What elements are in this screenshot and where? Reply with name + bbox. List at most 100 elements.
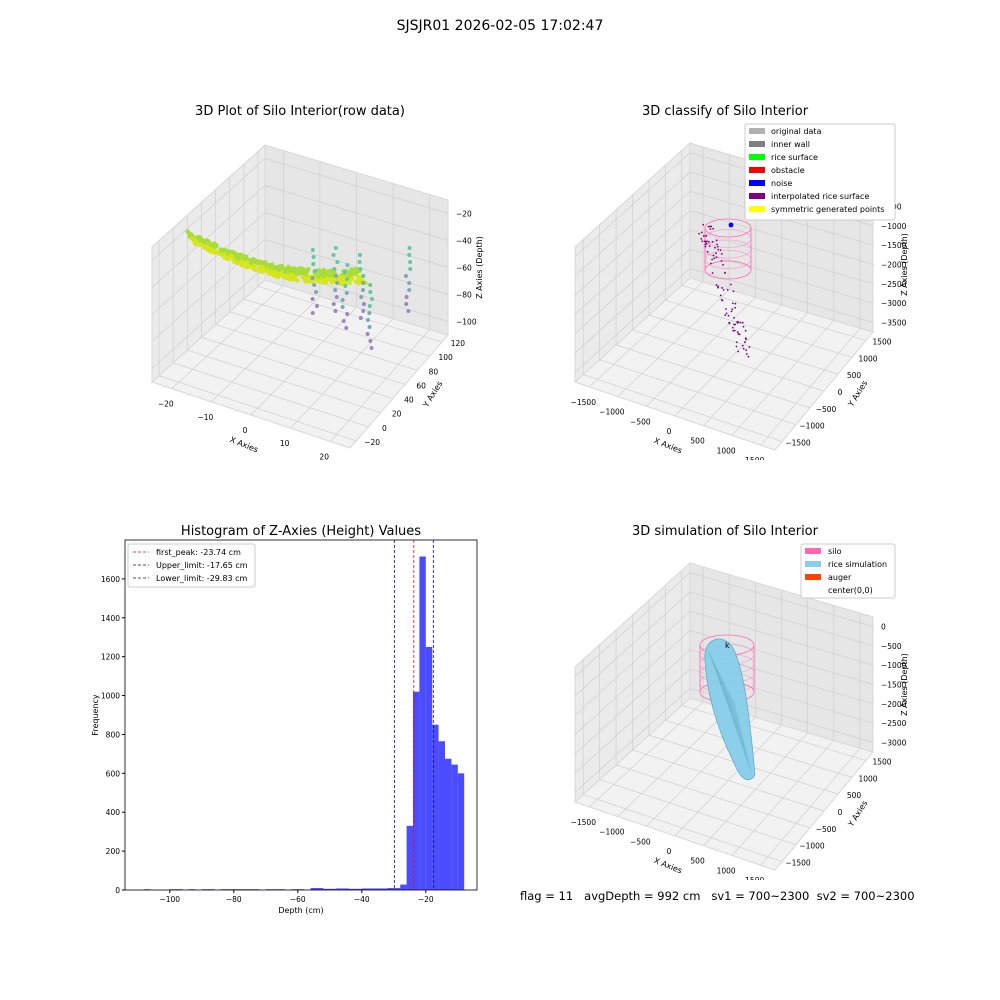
data-point bbox=[345, 263, 350, 267]
y-tick-label: 600 bbox=[106, 769, 121, 778]
data-point bbox=[334, 295, 339, 299]
interpolated-point bbox=[717, 286, 719, 289]
data-point bbox=[343, 284, 348, 288]
interpolated-point bbox=[728, 321, 731, 324]
data-point bbox=[310, 297, 315, 301]
legend-label: center(0,0) bbox=[828, 586, 873, 595]
data-point bbox=[310, 248, 315, 252]
x-tick-label: −1500 bbox=[571, 818, 597, 827]
y-tick-label: 1000 bbox=[101, 692, 120, 701]
histogram-bar bbox=[432, 724, 439, 890]
z-axis-label: Z Axies (Depth) bbox=[900, 233, 909, 296]
x-tick-label: −10 bbox=[197, 413, 213, 422]
interpolated-point bbox=[724, 314, 727, 317]
data-point bbox=[406, 309, 411, 313]
data-point bbox=[312, 283, 317, 287]
histogram-bar bbox=[368, 888, 375, 890]
interpolated-point bbox=[738, 333, 741, 336]
x-tick-label: 20 bbox=[319, 452, 329, 460]
footer-flag: flag = 11 bbox=[520, 889, 574, 903]
interpolated-point bbox=[717, 285, 720, 288]
z-tick-label: −1000 bbox=[881, 222, 907, 231]
interpolated-point bbox=[715, 252, 717, 255]
data-point bbox=[220, 248, 225, 253]
data-point bbox=[331, 278, 337, 283]
x-tick-label: −20 bbox=[418, 895, 434, 904]
z-tick-label: −3000 bbox=[881, 299, 907, 308]
interpolated-point bbox=[745, 349, 748, 352]
grid-lines bbox=[574, 566, 874, 866]
x-tick-label: 500 bbox=[690, 437, 705, 446]
data-point bbox=[408, 260, 413, 264]
z-tick-label: 0 bbox=[881, 623, 886, 632]
interpolated-point bbox=[706, 250, 709, 253]
y-tick-label: 1200 bbox=[101, 653, 120, 662]
data-point bbox=[311, 255, 316, 259]
y-tick-label: −1500 bbox=[785, 439, 811, 448]
legend-label: auger bbox=[828, 573, 852, 582]
histogram-bar bbox=[406, 825, 413, 890]
legend-swatch bbox=[749, 180, 765, 186]
grid-lines bbox=[574, 146, 874, 446]
x-tick-label: 0 bbox=[667, 427, 672, 436]
interpolated-point bbox=[734, 302, 737, 305]
legend-swatch bbox=[749, 141, 765, 147]
data-point bbox=[351, 267, 357, 272]
interpolated-point bbox=[733, 329, 736, 332]
y-tick-label: −1000 bbox=[799, 422, 825, 431]
interpolated-point bbox=[709, 228, 712, 230]
interpolated-point bbox=[698, 232, 700, 235]
data-point bbox=[235, 252, 240, 258]
y-tick-label: 0 bbox=[382, 424, 387, 433]
x-tick-label: 500 bbox=[690, 857, 705, 866]
data-point bbox=[335, 281, 340, 285]
x-tick-label: 0 bbox=[243, 426, 248, 435]
interpolated-point bbox=[737, 320, 740, 323]
data-point bbox=[368, 339, 373, 343]
z-tick-label: −3000 bbox=[881, 738, 907, 747]
z-tick-label: −1500 bbox=[881, 241, 907, 250]
data-point bbox=[292, 277, 297, 282]
interpolated-point bbox=[700, 237, 703, 240]
interpolated-point bbox=[704, 241, 707, 243]
y-axis-label: Y Axies bbox=[846, 379, 870, 409]
legend-label: Lower_limit: -29.83 cm bbox=[156, 574, 248, 583]
noise-point bbox=[728, 222, 734, 228]
x-tick-label: −20 bbox=[158, 400, 174, 409]
interpolated-point bbox=[731, 308, 734, 311]
data-point bbox=[250, 259, 255, 264]
data-point bbox=[185, 229, 190, 234]
data-point bbox=[404, 295, 409, 299]
legend-swatch bbox=[805, 561, 821, 567]
grid-lines bbox=[151, 150, 449, 442]
data-point bbox=[243, 254, 249, 259]
histogram-bar bbox=[381, 888, 388, 890]
data-point bbox=[361, 274, 366, 278]
y-axis-label: Frequency bbox=[91, 694, 100, 736]
data-point bbox=[331, 302, 336, 306]
data-point bbox=[404, 302, 409, 306]
interpolated-point bbox=[711, 258, 714, 261]
data-point bbox=[225, 256, 230, 262]
legend-box bbox=[800, 543, 896, 599]
data-point bbox=[297, 271, 303, 276]
interpolated-point bbox=[732, 329, 735, 332]
x-tick-label: −1000 bbox=[599, 408, 625, 417]
data-point bbox=[358, 267, 363, 271]
interpolated-point bbox=[748, 346, 751, 348]
histogram-bars bbox=[144, 556, 465, 890]
y-tick-label: −1500 bbox=[785, 859, 811, 868]
z-axis-label: Z Axies (Depth) bbox=[900, 653, 909, 716]
z-tick-label: −80 bbox=[456, 291, 472, 300]
data-point bbox=[189, 233, 194, 238]
legend-label: obstacle bbox=[771, 166, 805, 175]
data-point bbox=[313, 290, 318, 294]
data-point bbox=[240, 263, 245, 268]
x-tick-label: 1000 bbox=[717, 866, 736, 875]
legend-label: original data bbox=[771, 127, 822, 136]
z-tick-label: −2000 bbox=[881, 261, 907, 270]
interpolated-point bbox=[720, 259, 723, 262]
y-tick-label: 1000 bbox=[858, 774, 877, 783]
data-point bbox=[193, 238, 199, 244]
